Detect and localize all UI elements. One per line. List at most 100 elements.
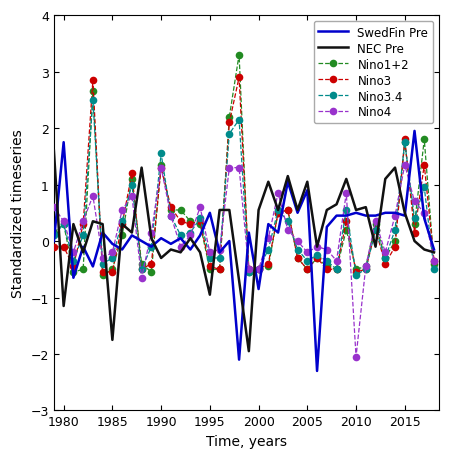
NEC Pre [353,208,359,213]
Nino3 [334,267,339,273]
Nino3 [402,137,408,143]
Nino4 [285,228,291,233]
Nino1+2 [305,267,310,273]
X-axis label: Time, years: Time, years [206,434,287,448]
SwedFin Pre [119,247,125,253]
Nino4 [422,211,427,216]
Nino3.4 [275,208,281,213]
Nino3.4 [305,258,310,264]
NEC Pre [236,278,242,284]
Nino3.4 [178,233,183,239]
Nino1+2 [392,239,398,244]
Nino1+2 [168,208,174,213]
Nino4 [139,275,144,281]
Nino1+2 [324,264,329,269]
Nino4 [158,166,164,171]
SwedFin Pre [324,224,329,230]
Nino1+2 [198,222,203,227]
Y-axis label: Standardized timeseries: Standardized timeseries [11,129,25,297]
NEC Pre [392,166,398,171]
SwedFin Pre [344,213,349,219]
NEC Pre [81,250,86,256]
Nino3 [148,261,154,267]
SwedFin Pre [353,211,359,216]
NEC Pre [315,244,320,250]
Nino3 [412,230,417,236]
Nino4 [100,256,105,261]
Nino3 [129,171,135,177]
Nino1+2 [100,273,105,278]
Nino3 [110,270,115,275]
Nino3 [363,267,369,273]
NEC Pre [207,292,212,298]
SwedFin Pre [61,140,66,146]
Nino3.4 [139,267,144,273]
Nino3.4 [392,228,398,233]
Nino3 [392,244,398,250]
Nino1+2 [363,264,369,269]
Nino1+2 [353,267,359,273]
Nino3 [315,256,320,261]
Nino3 [344,219,349,224]
Nino4 [178,244,183,250]
Nino3 [188,222,193,227]
Nino3.4 [81,233,86,239]
SwedFin Pre [100,230,105,236]
Nino3.4 [402,140,408,146]
SwedFin Pre [198,233,203,239]
Nino3.4 [158,151,164,157]
Nino4 [236,166,242,171]
Nino3.4 [100,261,105,267]
Nino3.4 [373,228,378,233]
SwedFin Pre [188,247,193,253]
Nino3 [178,219,183,224]
Nino3 [139,267,144,273]
Nino3 [256,267,261,273]
Nino1+2 [90,90,95,95]
Nino4 [256,267,261,273]
Nino3 [431,258,436,264]
Nino3 [71,264,76,269]
Nino4 [353,354,359,360]
Nino1+2 [227,115,232,120]
Line: NEC Pre: NEC Pre [54,151,434,352]
Nino1+2 [412,222,417,227]
SwedFin Pre [110,241,115,247]
Nino3 [81,222,86,227]
Nino3 [100,270,105,275]
Nino4 [61,219,66,224]
NEC Pre [305,179,310,185]
NEC Pre [148,236,154,241]
Nino4 [81,219,86,224]
SwedFin Pre [285,179,291,185]
Nino3.4 [71,258,76,264]
Nino3 [324,267,329,273]
Nino1+2 [256,267,261,273]
Nino1+2 [110,267,115,273]
NEC Pre [71,222,76,227]
SwedFin Pre [139,239,144,244]
NEC Pre [90,219,95,224]
Nino3.4 [382,256,388,261]
SwedFin Pre [305,188,310,194]
SwedFin Pre [217,250,222,256]
SwedFin Pre [81,244,86,250]
Nino4 [392,213,398,219]
Nino4 [119,208,125,213]
SwedFin Pre [71,275,76,281]
Nino4 [71,250,76,256]
Nino3 [246,267,252,273]
Nino1+2 [236,53,242,58]
NEC Pre [363,205,369,210]
Nino3 [217,267,222,273]
Nino4 [382,250,388,256]
Nino4 [412,199,417,205]
NEC Pre [402,211,408,216]
NEC Pre [198,250,203,256]
SwedFin Pre [412,129,417,134]
Nino4 [51,205,57,210]
Nino1+2 [402,140,408,146]
Line: Nino1+2: Nino1+2 [50,52,438,279]
NEC Pre [334,202,339,207]
NEC Pre [158,256,164,261]
